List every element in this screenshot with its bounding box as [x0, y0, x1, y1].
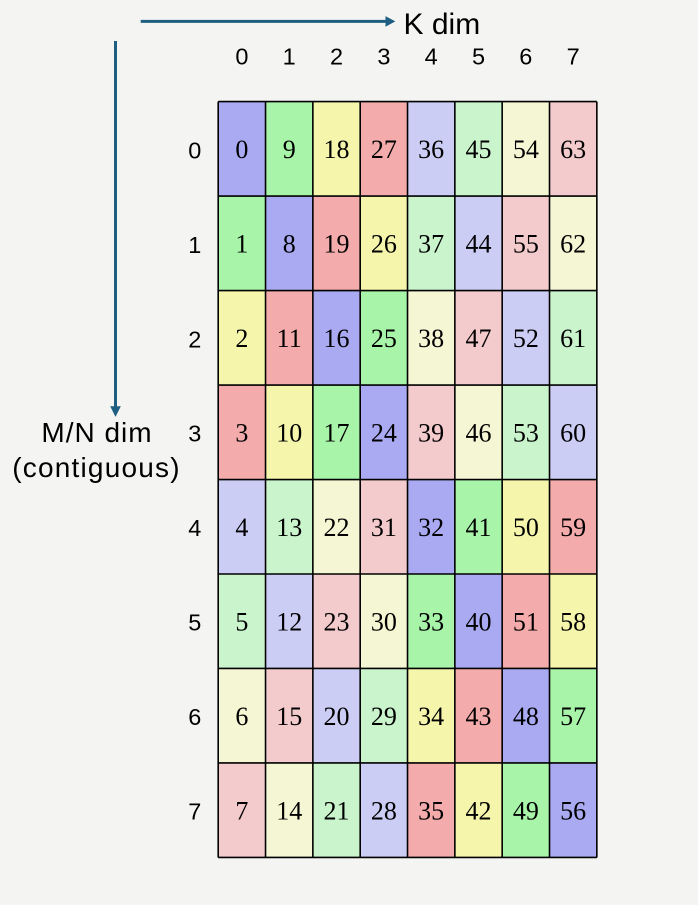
svg-text:41: 41: [466, 513, 492, 542]
svg-text:22: 22: [324, 513, 350, 542]
svg-text:27: 27: [371, 135, 397, 164]
svg-text:43: 43: [466, 702, 492, 731]
svg-text:51: 51: [513, 607, 539, 636]
svg-text:5: 5: [472, 43, 485, 69]
svg-text:58: 58: [560, 607, 586, 636]
svg-text:5: 5: [188, 610, 201, 636]
svg-text:4: 4: [188, 515, 201, 541]
svg-text:0: 0: [188, 137, 201, 163]
svg-text:4: 4: [425, 43, 438, 69]
svg-text:0: 0: [235, 135, 248, 164]
svg-text:37: 37: [418, 230, 444, 259]
svg-text:34: 34: [418, 702, 444, 731]
svg-text:40: 40: [466, 607, 492, 636]
svg-text:6: 6: [235, 702, 248, 731]
svg-text:61: 61: [560, 324, 586, 353]
svg-text:62: 62: [560, 230, 586, 259]
svg-text:38: 38: [418, 324, 444, 353]
svg-text:21: 21: [324, 796, 350, 825]
svg-text:49: 49: [513, 796, 539, 825]
svg-text:2: 2: [188, 326, 201, 352]
svg-text:15: 15: [276, 702, 302, 731]
svg-text:17: 17: [324, 418, 350, 447]
svg-text:2: 2: [330, 43, 343, 69]
svg-text:47: 47: [466, 324, 492, 353]
svg-text:3: 3: [377, 43, 390, 69]
svg-text:(contiguous): (contiguous): [12, 452, 180, 483]
svg-text:3: 3: [235, 418, 248, 447]
svg-text:1: 1: [188, 232, 201, 258]
svg-text:35: 35: [418, 796, 444, 825]
svg-text:30: 30: [371, 607, 397, 636]
svg-text:9: 9: [283, 135, 296, 164]
svg-text:33: 33: [418, 607, 444, 636]
svg-text:7: 7: [567, 43, 580, 69]
svg-text:45: 45: [466, 135, 492, 164]
svg-text:50: 50: [513, 513, 539, 542]
svg-text:24: 24: [371, 418, 397, 447]
svg-text:54: 54: [513, 135, 539, 164]
svg-text:7: 7: [235, 796, 248, 825]
svg-text:14: 14: [276, 796, 302, 825]
svg-text:44: 44: [466, 230, 492, 259]
svg-text:18: 18: [324, 135, 350, 164]
svg-text:48: 48: [513, 702, 539, 731]
svg-text:2: 2: [235, 324, 248, 353]
svg-text:29: 29: [371, 702, 397, 731]
svg-text:26: 26: [371, 230, 397, 259]
svg-text:63: 63: [560, 135, 586, 164]
svg-text:56: 56: [560, 796, 586, 825]
svg-text:6: 6: [188, 704, 201, 730]
svg-text:42: 42: [466, 796, 492, 825]
svg-text:57: 57: [560, 702, 586, 731]
svg-text:K dim: K dim: [404, 8, 481, 41]
svg-text:60: 60: [560, 418, 586, 447]
svg-text:36: 36: [418, 135, 444, 164]
svg-text:M/N dim: M/N dim: [41, 417, 152, 448]
svg-text:13: 13: [276, 513, 302, 542]
svg-text:52: 52: [513, 324, 539, 353]
svg-text:4: 4: [235, 513, 248, 542]
svg-text:46: 46: [466, 418, 492, 447]
svg-text:1: 1: [235, 230, 248, 259]
svg-text:16: 16: [324, 324, 350, 353]
svg-text:7: 7: [188, 799, 201, 825]
svg-text:0: 0: [235, 43, 248, 69]
svg-text:11: 11: [277, 324, 302, 353]
svg-text:31: 31: [371, 513, 397, 542]
svg-text:55: 55: [513, 230, 539, 259]
svg-text:1: 1: [283, 43, 296, 69]
svg-text:32: 32: [418, 513, 444, 542]
svg-text:12: 12: [276, 607, 302, 636]
svg-text:10: 10: [276, 418, 302, 447]
svg-text:23: 23: [324, 607, 350, 636]
svg-text:59: 59: [560, 513, 586, 542]
svg-text:19: 19: [324, 230, 350, 259]
svg-text:5: 5: [235, 607, 248, 636]
svg-text:3: 3: [188, 421, 201, 447]
svg-text:8: 8: [283, 230, 296, 259]
svg-text:53: 53: [513, 418, 539, 447]
svg-text:20: 20: [324, 702, 350, 731]
svg-text:28: 28: [371, 796, 397, 825]
svg-text:6: 6: [519, 43, 532, 69]
svg-text:25: 25: [371, 324, 397, 353]
svg-text:39: 39: [418, 418, 444, 447]
